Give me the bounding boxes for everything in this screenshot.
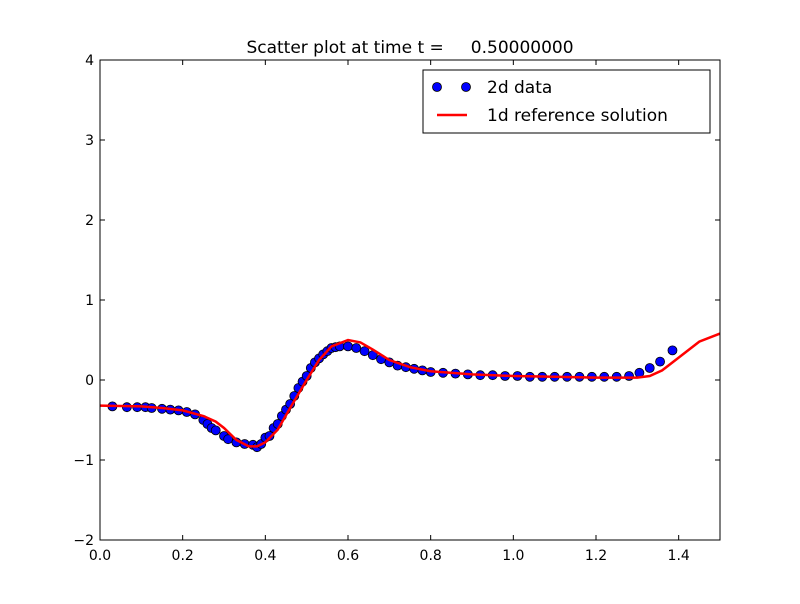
- legend-marker-2d-data: [461, 82, 471, 92]
- x-tick-label: 0.2: [172, 548, 194, 564]
- legend-label-reference: 1d reference solution: [487, 106, 668, 126]
- x-tick-label: 0.0: [89, 548, 111, 564]
- chart-title: Scatter plot at time t = 0.50000000: [246, 38, 573, 58]
- data-point: [667, 345, 678, 356]
- data-point: [351, 343, 362, 353]
- legend-label-2d-data: 2d data: [487, 78, 552, 98]
- x-tick-label: 1.4: [668, 548, 690, 564]
- x-tick-label: 1.2: [585, 548, 607, 564]
- x-tick-label: 0.4: [254, 548, 276, 564]
- y-tick-label: −1: [73, 453, 94, 469]
- y-tick-label: 2: [85, 213, 94, 229]
- data-point: [624, 371, 634, 381]
- data-point: [210, 425, 221, 436]
- y-tick-label: 4: [85, 53, 94, 69]
- y-tick-label: 0: [85, 373, 94, 389]
- y-tick-label: −2: [73, 533, 94, 549]
- y-tick-label: 1: [85, 293, 94, 309]
- y-tick-label: 3: [85, 133, 94, 149]
- legend-marker-2d-data: [432, 82, 442, 92]
- x-tick-label: 0.6: [337, 548, 359, 564]
- legend-box: [422, 69, 711, 134]
- data-point: [223, 434, 234, 445]
- x-tick-label: 0.8: [420, 548, 442, 564]
- data-point: [343, 341, 353, 352]
- reference-line: [99, 332, 721, 448]
- legend: 2d data 1d reference solution: [422, 69, 711, 134]
- data-point: [644, 363, 655, 373]
- data-point: [359, 346, 370, 357]
- data-point: [655, 356, 665, 367]
- x-tick-label: 1.0: [502, 548, 524, 564]
- data-point: [264, 431, 275, 441]
